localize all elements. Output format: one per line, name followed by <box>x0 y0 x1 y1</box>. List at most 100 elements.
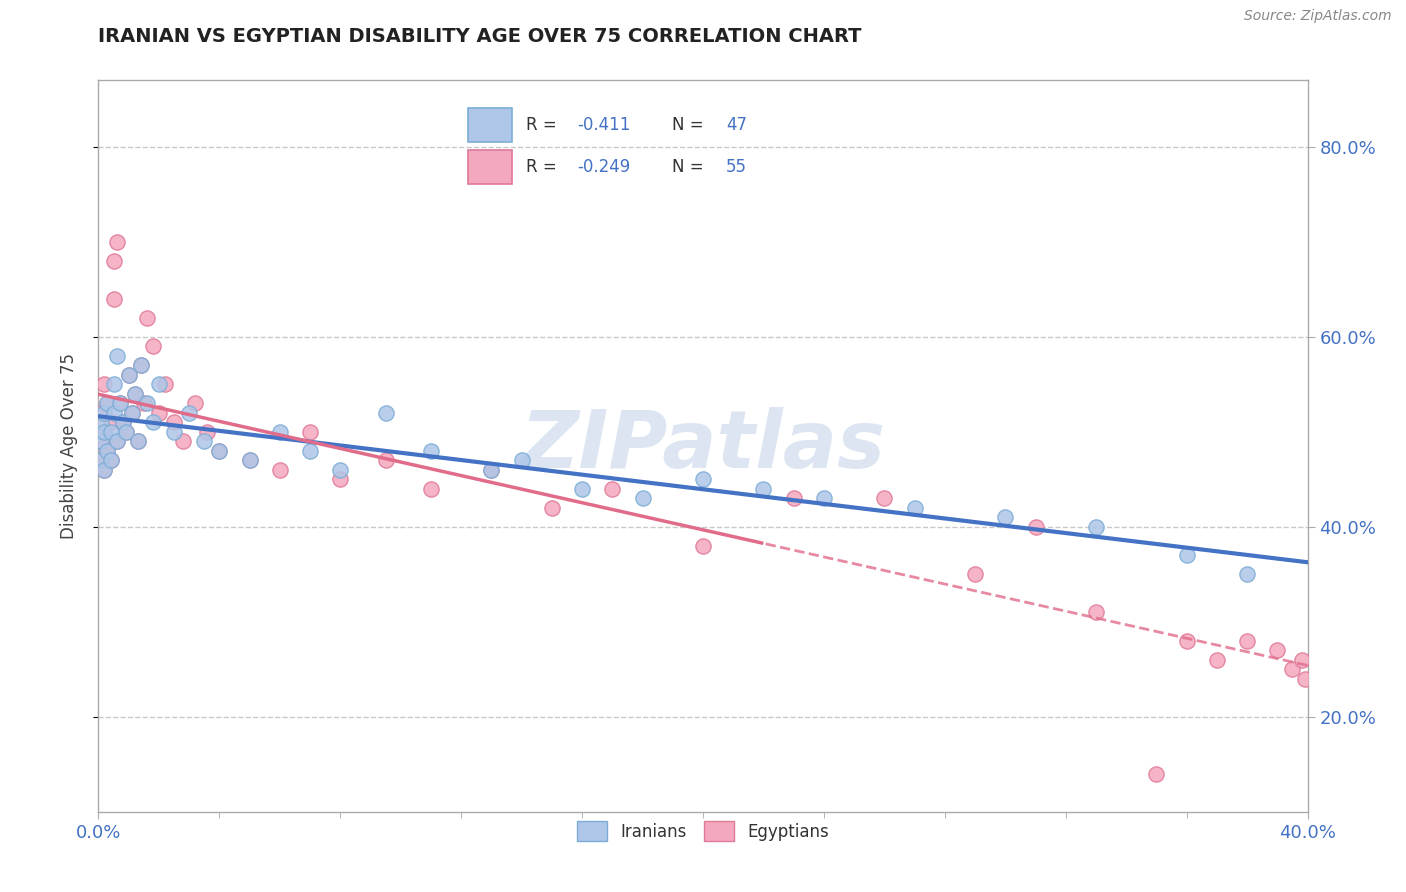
Point <box>1144 766 1167 780</box>
Point <box>103 292 125 306</box>
Point <box>103 253 125 268</box>
Point <box>783 491 806 506</box>
Point <box>90 415 112 429</box>
Point <box>813 491 835 506</box>
Point <box>93 463 115 477</box>
Point <box>135 396 157 410</box>
Point <box>96 443 118 458</box>
Point <box>239 453 262 467</box>
Point <box>118 368 141 382</box>
Point <box>111 415 134 429</box>
Point <box>1267 643 1289 657</box>
Point <box>299 443 322 458</box>
Point <box>692 472 714 486</box>
Point <box>631 491 654 506</box>
Point <box>103 377 125 392</box>
Point <box>90 453 112 467</box>
Point <box>90 406 112 420</box>
Point <box>1236 567 1258 582</box>
Point <box>148 377 170 392</box>
Point <box>1281 662 1303 676</box>
Point <box>118 368 141 382</box>
Point <box>193 434 215 449</box>
Text: IRANIAN VS EGYPTIAN DISABILITY AGE OVER 75 CORRELATION CHART: IRANIAN VS EGYPTIAN DISABILITY AGE OVER … <box>98 27 862 45</box>
Point <box>1294 672 1316 686</box>
Point <box>142 415 165 429</box>
Point <box>692 539 714 553</box>
Point <box>179 406 201 420</box>
Point <box>90 434 112 449</box>
Point <box>132 396 155 410</box>
Point <box>752 482 775 496</box>
Point <box>103 406 125 420</box>
Point <box>540 500 562 515</box>
Point <box>1085 520 1108 534</box>
Point <box>105 349 128 363</box>
Point <box>127 434 149 449</box>
Point <box>100 453 122 467</box>
Text: Source: ZipAtlas.com: Source: ZipAtlas.com <box>1244 9 1392 23</box>
Point <box>1175 548 1198 562</box>
Point <box>105 434 128 449</box>
Point <box>374 406 396 420</box>
Point <box>142 339 165 353</box>
Point <box>114 425 136 439</box>
Point <box>571 482 593 496</box>
Point <box>96 396 118 410</box>
Point <box>208 443 231 458</box>
Point <box>127 434 149 449</box>
Point <box>1206 653 1229 667</box>
Point <box>329 463 352 477</box>
Point <box>172 434 194 449</box>
Point <box>1024 520 1046 534</box>
Y-axis label: Disability Age Over 75: Disability Age Over 75 <box>59 353 77 539</box>
Point <box>93 406 115 420</box>
Point <box>269 425 291 439</box>
Point <box>96 443 118 458</box>
Point <box>108 396 131 410</box>
Point <box>114 425 136 439</box>
Point <box>184 396 207 410</box>
Point <box>121 406 143 420</box>
Point <box>420 482 443 496</box>
Point <box>153 377 176 392</box>
Point <box>135 310 157 325</box>
Point <box>374 453 396 467</box>
Point <box>96 396 118 410</box>
Point <box>100 415 122 429</box>
Point <box>602 482 624 496</box>
Point <box>329 472 352 486</box>
Point <box>481 463 503 477</box>
Point <box>163 415 186 429</box>
Point <box>299 425 322 439</box>
Point <box>90 434 112 449</box>
Point <box>994 510 1017 524</box>
Text: ZIPatlas: ZIPatlas <box>520 407 886 485</box>
Point <box>105 235 128 249</box>
Point <box>90 453 112 467</box>
Point <box>124 386 146 401</box>
Point <box>105 434 128 449</box>
Point <box>93 425 115 439</box>
Point <box>111 415 134 429</box>
Point <box>108 396 131 410</box>
Point <box>1175 633 1198 648</box>
Point <box>239 453 262 467</box>
Point <box>163 425 186 439</box>
Point <box>1085 605 1108 619</box>
Legend: Iranians, Egyptians: Iranians, Egyptians <box>571 814 835 847</box>
Point <box>195 425 218 439</box>
Point <box>148 406 170 420</box>
Point <box>121 406 143 420</box>
Point <box>1291 653 1313 667</box>
Point <box>208 443 231 458</box>
Point <box>124 386 146 401</box>
Point <box>965 567 987 582</box>
Point <box>269 463 291 477</box>
Point <box>420 443 443 458</box>
Point <box>873 491 896 506</box>
Point <box>129 358 152 372</box>
Point <box>100 425 122 439</box>
Point <box>93 463 115 477</box>
Point <box>93 425 115 439</box>
